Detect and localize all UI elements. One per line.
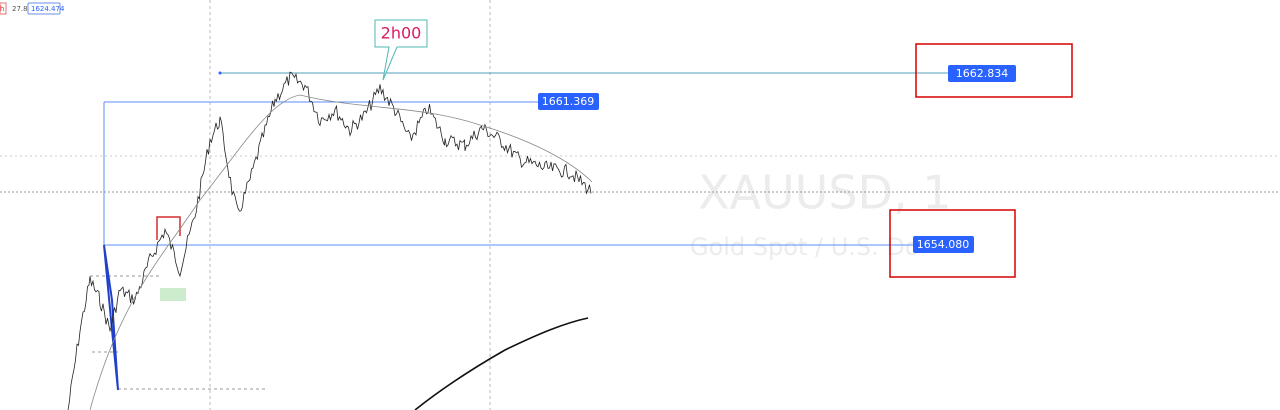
highlight-box [915, 43, 1073, 98]
watermark-description: Gold Spot / U.S. Do [690, 233, 920, 261]
price-path [67, 71, 592, 410]
price-label-bg [538, 93, 599, 110]
toolbar-text: 1624.474 [31, 5, 65, 13]
price-label: 1661.369 [542, 95, 595, 108]
moving-average [89, 94, 593, 410]
ray-anchor [218, 71, 222, 75]
toolbar-chip [0, 2, 7, 15]
toolbar-text: 27.8 [12, 5, 28, 13]
price-label: 1654.080 [917, 238, 970, 251]
annotation-box [374, 19, 428, 81]
zone [160, 288, 186, 301]
toolbar-text: h [0, 5, 4, 13]
toolbar-chip [27, 2, 61, 15]
price-label-bg [948, 65, 1016, 82]
price-label-bg [913, 236, 974, 253]
annotation-text: 2h00 [381, 24, 422, 43]
highlight-box [889, 209, 1016, 278]
price-label: 1662.834 [956, 67, 1009, 80]
price-series [67, 71, 592, 410]
moving-average-long [414, 317, 589, 410]
drawing [103, 244, 119, 391]
marker [156, 216, 181, 240]
